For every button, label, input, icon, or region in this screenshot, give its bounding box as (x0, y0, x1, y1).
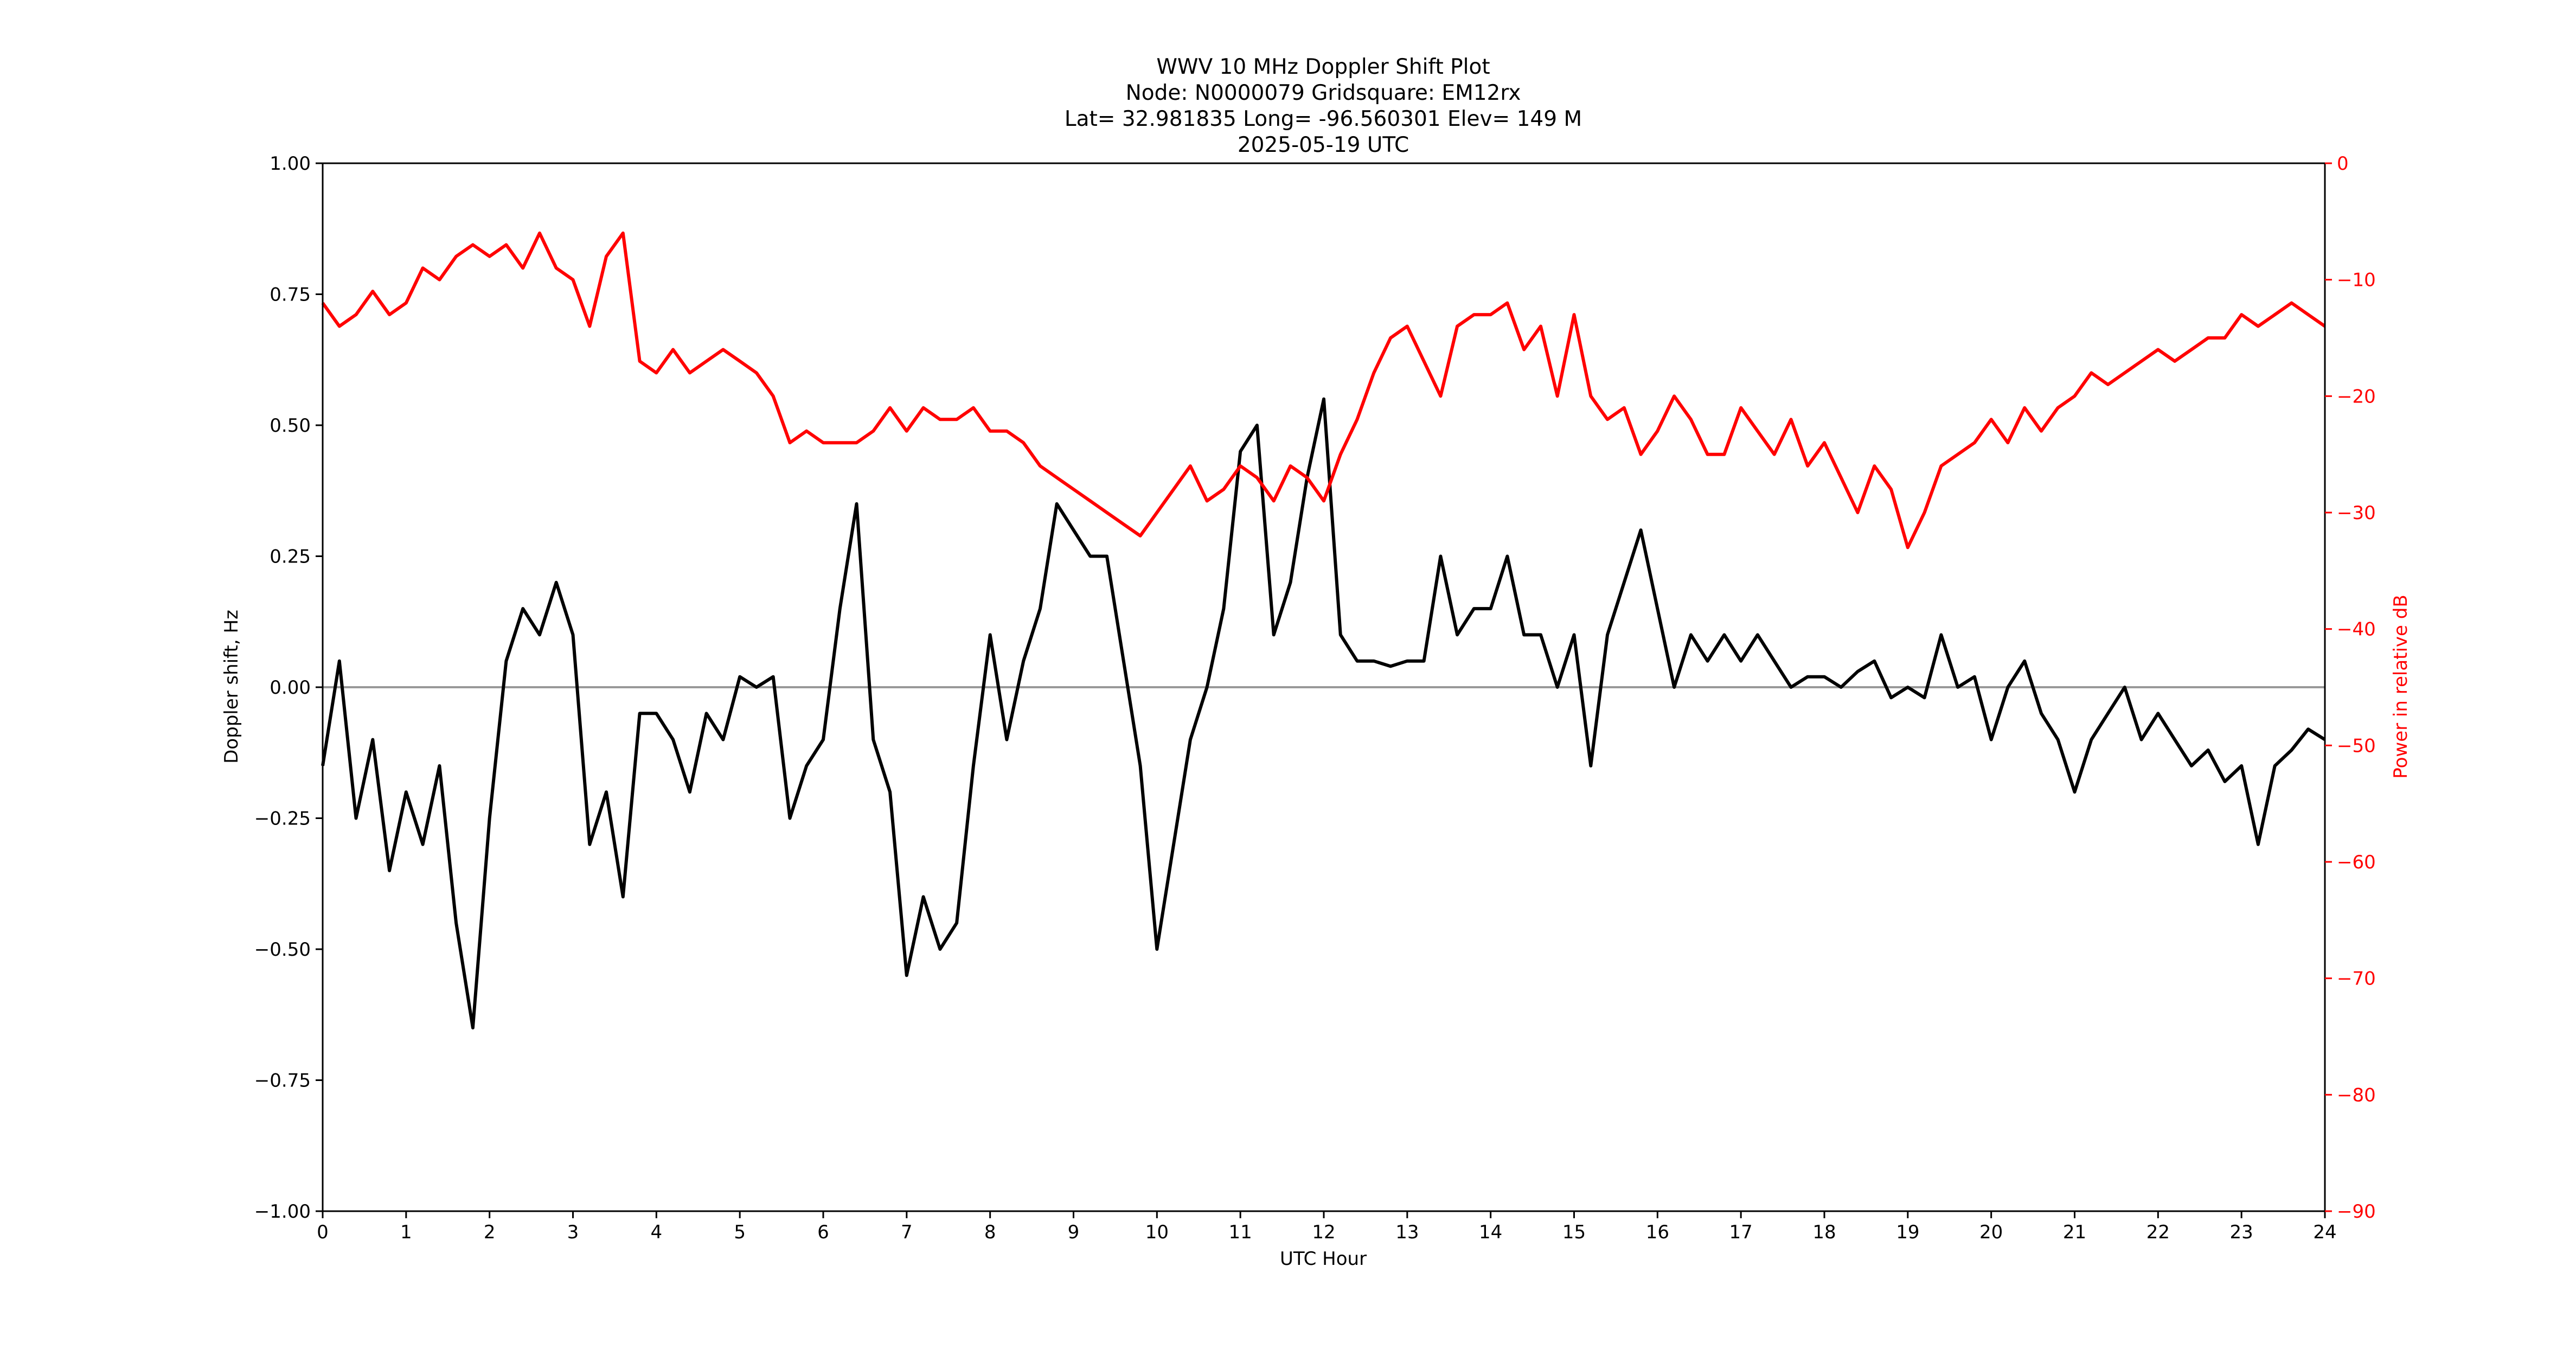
y-tick-label: 0.75 (270, 284, 311, 306)
y2-tick-label: −90 (2337, 1201, 2376, 1223)
title-line-3: Lat= 32.981835 Long= -96.560301 Elev= 14… (1065, 107, 1582, 131)
x-tick-label: 22 (2146, 1221, 2170, 1243)
x-tick-label: 20 (1979, 1221, 2003, 1243)
chart-title: WWV 10 MHz Doppler Shift Plot Node: N000… (1065, 55, 1582, 157)
x-tick-label: 7 (901, 1221, 913, 1243)
x-tick-label: 8 (984, 1221, 996, 1243)
x-tick-label: 4 (651, 1221, 663, 1243)
y2-tick-label: −10 (2337, 270, 2376, 291)
y-tick-label: 0.25 (270, 546, 311, 568)
title-line-1: WWV 10 MHz Doppler Shift Plot (1156, 55, 1490, 79)
y-tick-label: 0.50 (270, 415, 311, 437)
y2-tick-label: −20 (2337, 386, 2376, 407)
x-tick-label: 16 (1646, 1221, 1669, 1243)
x-tick-label: 5 (734, 1221, 746, 1243)
x-tick-label: 12 (1312, 1221, 1335, 1243)
x-tick-label: 11 (1229, 1221, 1252, 1243)
y-tick-label: −0.25 (254, 808, 311, 830)
y2-tick-label: −60 (2337, 852, 2376, 873)
x-tick-label: 15 (1562, 1221, 1586, 1243)
x-tick-label: 2 (484, 1221, 496, 1243)
plot-area: 0 1 2 3 4 5 6 7 8 9 10 11 12 13 14 15 16 17 18 19 20 21 22 23 24… (254, 153, 2376, 1243)
title-line-2: Node: N0000079 Gridsquare: EM12rx (1126, 81, 1521, 105)
x-tick-label: 21 (2063, 1221, 2086, 1243)
x-tick-label: 9 (1068, 1221, 1080, 1243)
x-tick-label: 17 (1729, 1221, 1753, 1243)
y2-tick-label: −40 (2337, 619, 2376, 641)
y-tick-label: −1.00 (254, 1201, 311, 1223)
y-tick-label: 1.00 (270, 153, 311, 175)
x-tick-label: 19 (1896, 1221, 1919, 1243)
x-tick-label: 10 (1145, 1221, 1169, 1243)
y2-tick-label: −50 (2337, 735, 2376, 757)
y-axis-label: Doppler shift, Hz (221, 610, 242, 764)
y2-tick-label: −30 (2337, 502, 2376, 524)
title-line-4: 2025-05-19 UTC (1238, 133, 1409, 157)
x-tick-label: 6 (817, 1221, 829, 1243)
y2-axis-label: Power in relative dB (2390, 594, 2412, 778)
y2-tick-label: −80 (2337, 1084, 2376, 1106)
power-series-line (321, 231, 2326, 549)
y2-tick-label: 0 (2337, 153, 2349, 175)
x-tick-label: 18 (1812, 1221, 1836, 1243)
x-tick-label: 23 (2230, 1221, 2253, 1243)
x-axis-label: UTC Hour (1280, 1248, 1367, 1270)
y2-tick-label: −70 (2337, 968, 2376, 990)
x-tick-label: 13 (1395, 1221, 1419, 1243)
x-tick-label: 0 (317, 1221, 329, 1243)
y-tick-label: −0.75 (254, 1070, 311, 1092)
x-tick-label: 14 (1479, 1221, 1502, 1243)
y-tick-label: 0.00 (270, 677, 311, 699)
x-tick-label: 1 (400, 1221, 412, 1243)
x-tick-label: 3 (567, 1221, 579, 1243)
doppler-series-line (321, 397, 2326, 1029)
y-tick-label: −0.50 (254, 939, 311, 961)
x-tick-label: 24 (2313, 1221, 2336, 1243)
